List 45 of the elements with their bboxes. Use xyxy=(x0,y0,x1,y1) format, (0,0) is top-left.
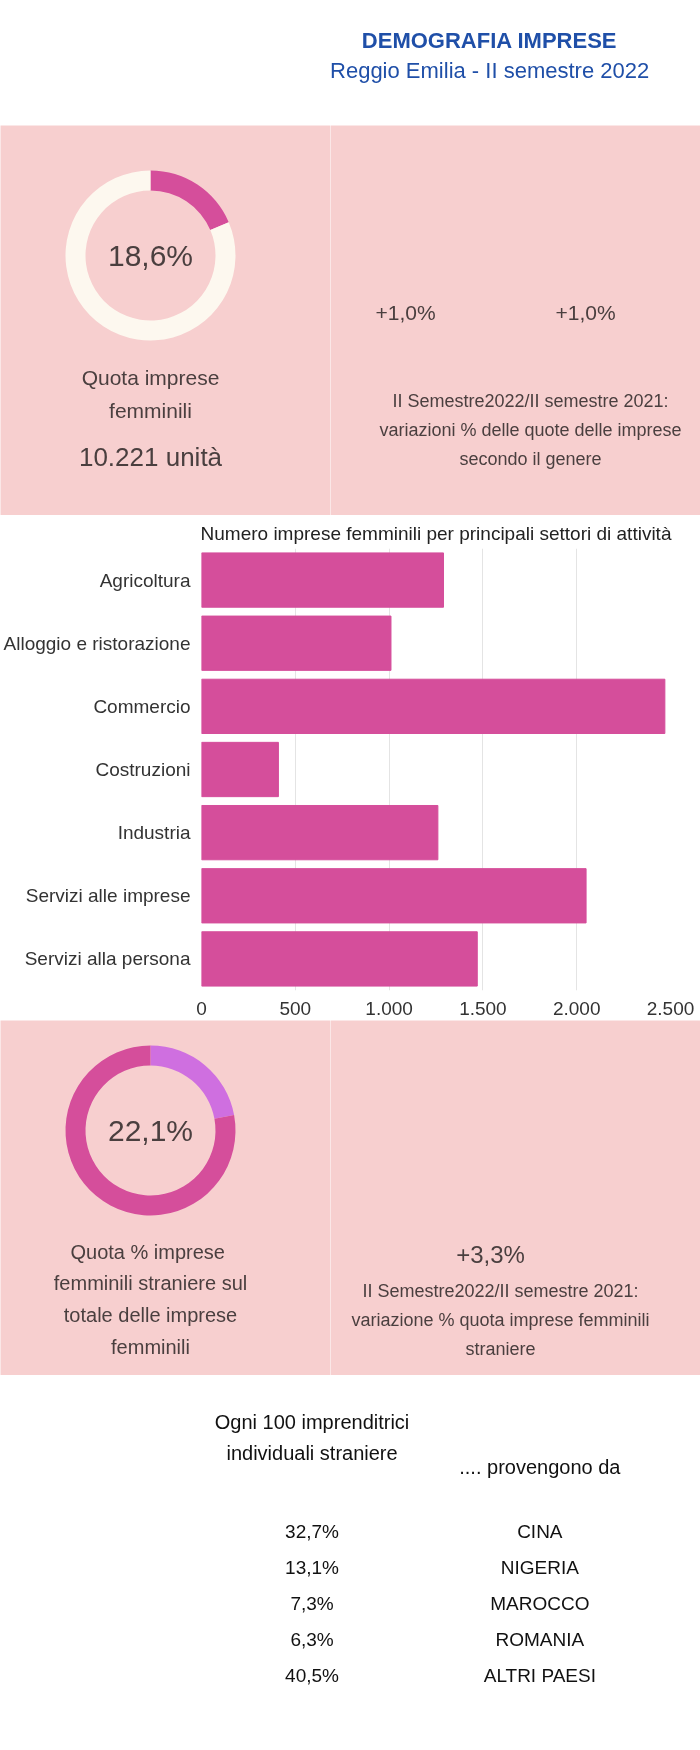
x-tick-label: 2.000 xyxy=(552,997,601,1019)
text: 7,3% xyxy=(290,1592,334,1614)
y-tick-label: Agricoltura xyxy=(99,569,191,591)
text: ROMANIA xyxy=(495,1628,585,1650)
bar xyxy=(201,804,439,861)
y-tick-label: Servizi alla persona xyxy=(24,948,191,970)
y-tick-label: Industria xyxy=(117,822,191,844)
text: CINA xyxy=(517,1520,563,1542)
text: 40,5% xyxy=(285,1664,340,1686)
text: II Semestre2022/II semestre 2021: variazioni % delle quote delle imprese secondo il genere xyxy=(379,390,682,469)
bar xyxy=(201,615,392,671)
bar xyxy=(201,931,478,987)
text: DEMOGRAFIA IMPRESE xyxy=(361,27,617,53)
text: 32,7% xyxy=(285,1520,340,1542)
text: +1,0% xyxy=(555,300,616,324)
text: MAROCCO xyxy=(490,1592,590,1614)
y-tick-label: Commercio xyxy=(93,695,191,717)
bar xyxy=(201,868,587,924)
text: +3,3% xyxy=(456,1240,525,1268)
chart-title: Numero imprese femminili per principali settori di attività xyxy=(200,522,672,544)
x-tick-label: 0 xyxy=(196,997,207,1019)
text: Reggio Emilia - II semestre 2022 xyxy=(330,57,650,83)
text: 13,1% xyxy=(285,1556,340,1578)
text: 10.221 unità xyxy=(78,441,223,472)
y-tick-label: Costruzioni xyxy=(95,759,191,780)
text: 6,3% xyxy=(290,1628,334,1650)
data-label: 18,6% xyxy=(107,239,194,272)
text: NIGERIA xyxy=(500,1556,580,1578)
text: ALTRI PAESI xyxy=(483,1664,596,1686)
text: Quota % imprese femminili straniere sul totale delle imprese femminili xyxy=(53,1240,248,1359)
data-label: 22,1% xyxy=(107,1114,194,1147)
x-tick-label: 1.000 xyxy=(365,997,413,1019)
text: .... provengono da xyxy=(459,1455,622,1478)
text: +1,0% xyxy=(375,300,436,324)
bar xyxy=(201,552,444,608)
bar xyxy=(201,741,279,798)
bar xyxy=(201,678,666,735)
x-tick-label: 2.500 xyxy=(646,997,695,1019)
text: Quota imprese femminili xyxy=(81,365,220,422)
y-tick-label: Servizi alle imprese xyxy=(25,885,191,907)
x-tick-label: 500 xyxy=(279,997,312,1019)
x-tick-label: 1.500 xyxy=(459,997,507,1019)
text: II Semestre2022/II semestre 2021: variazione % quota imprese femminili straniere xyxy=(351,1280,650,1359)
text: Ogni 100 imprenditrici individuali straniere xyxy=(214,1410,410,1465)
y-tick-label: Alloggio e ristorazione xyxy=(3,632,191,654)
